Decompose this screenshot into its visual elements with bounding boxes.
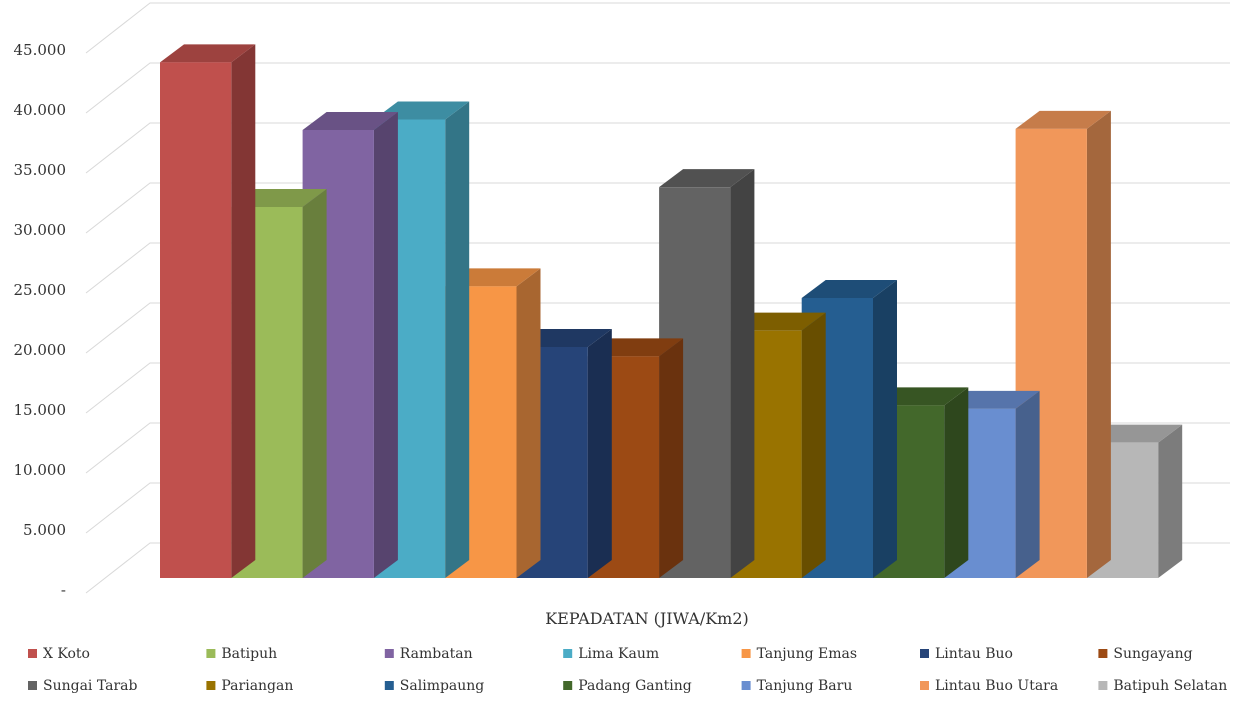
bar-side [1086,110,1111,578]
legend-item: Pariangan [206,678,293,694]
legend-label: Salimpaung [400,678,485,694]
bars [160,44,1183,579]
bar-side [231,44,256,579]
legend-swatch [384,649,394,658]
y-tick-label: 15.000 [14,401,67,419]
legend-item: Sungai Tarab [28,678,137,694]
bar-side [730,169,755,578]
legend-item: X Koto [28,646,90,662]
bar-side [1158,424,1183,578]
legend-item: Rambatan [384,646,473,662]
legend-item: Batipuh Selatan [1098,678,1227,694]
y-axis-tick-labels: - 5.000 10.000 15.000 20.000 25.000 30.000 35.0… [14,41,67,599]
legend-label: Tanjung Baru [757,678,853,694]
gridline [85,182,1230,234]
x-axis-title: KEPADATAN (JIWA/Km2) [545,609,749,628]
legend-label: Batipuh Selatan [1113,678,1227,694]
gridline [85,242,1230,294]
bar-side [873,280,897,578]
bar-side [373,112,398,578]
gridlines [85,2,1230,594]
y-tick-label: 35.000 [14,161,67,179]
legend-item: Lintau Buo [920,646,1013,662]
legend-swatch [920,649,929,658]
legend-swatch [206,681,216,690]
y-tick-label: - [61,581,66,599]
legend-swatch [384,681,394,690]
legend-label: Sungai Tarab [43,678,137,694]
y-tick-label: 30.000 [14,221,67,239]
legend-item: Batipuh [206,646,277,662]
bar-top [302,112,398,130]
legend-swatch [563,681,573,690]
gridline [85,122,1230,174]
legend-item: Lima Kaum [563,646,659,662]
legend-label: Lima Kaum [578,646,659,662]
bar-x-koto [160,44,256,579]
bar-side [516,268,541,578]
legend-item: Tanjung Emas [741,646,857,662]
legend-label: Lintau Buo [935,646,1013,662]
legend-item: Tanjung Baru [741,678,853,694]
legend-item: Sungayang [1098,646,1193,662]
legend-swatch [741,649,751,658]
legend-swatch [741,681,751,690]
y-tick-label: 25.000 [14,281,67,299]
bar-top [1015,110,1111,129]
legend-label: Sungayang [1113,646,1192,662]
legend-swatch [563,649,573,658]
bar-side [659,338,684,578]
legend-swatch [206,649,216,658]
legend-swatch [1098,649,1108,658]
bar-side [801,312,826,578]
bar-front [160,62,232,579]
legend-label: Rambatan [400,646,473,662]
legend-swatch [1098,681,1108,690]
y-tick-label: 45.000 [14,41,67,59]
bar-side [302,189,327,578]
y-tick-label: 10.000 [14,461,67,479]
gridline [85,2,1230,54]
bar-side [944,387,969,578]
bar-side [1015,390,1040,578]
legend-label: Pariangan [221,678,293,694]
gridline [85,62,1230,114]
legend-label: Padang Ganting [578,678,692,694]
legend: X Koto Batipuh Rambatan Lima Kaum Tanjung Em… [28,646,1227,694]
bar-top [801,280,897,298]
legend-swatch [28,649,37,658]
y-tick-label: 5.000 [23,521,66,539]
y-tick-label: 40.000 [14,101,67,119]
legend-item: Padang Ganting [563,678,692,694]
legend-label: X Koto [43,646,90,662]
y-tick-label: 20.000 [14,341,67,359]
legend-item: Lintau Buo Utara [920,678,1058,694]
legend-swatch [28,681,37,690]
legend-label: Tanjung Emas [757,646,857,662]
legend-label: Lintau Buo Utara [935,678,1058,694]
bar-side [587,329,612,578]
legend-swatch [920,681,929,690]
bar-top [160,44,256,63]
bar-top [659,169,755,188]
legend-item: Salimpaung [384,678,485,694]
legend-label: Batipuh [221,646,277,662]
bar-side [445,101,470,578]
